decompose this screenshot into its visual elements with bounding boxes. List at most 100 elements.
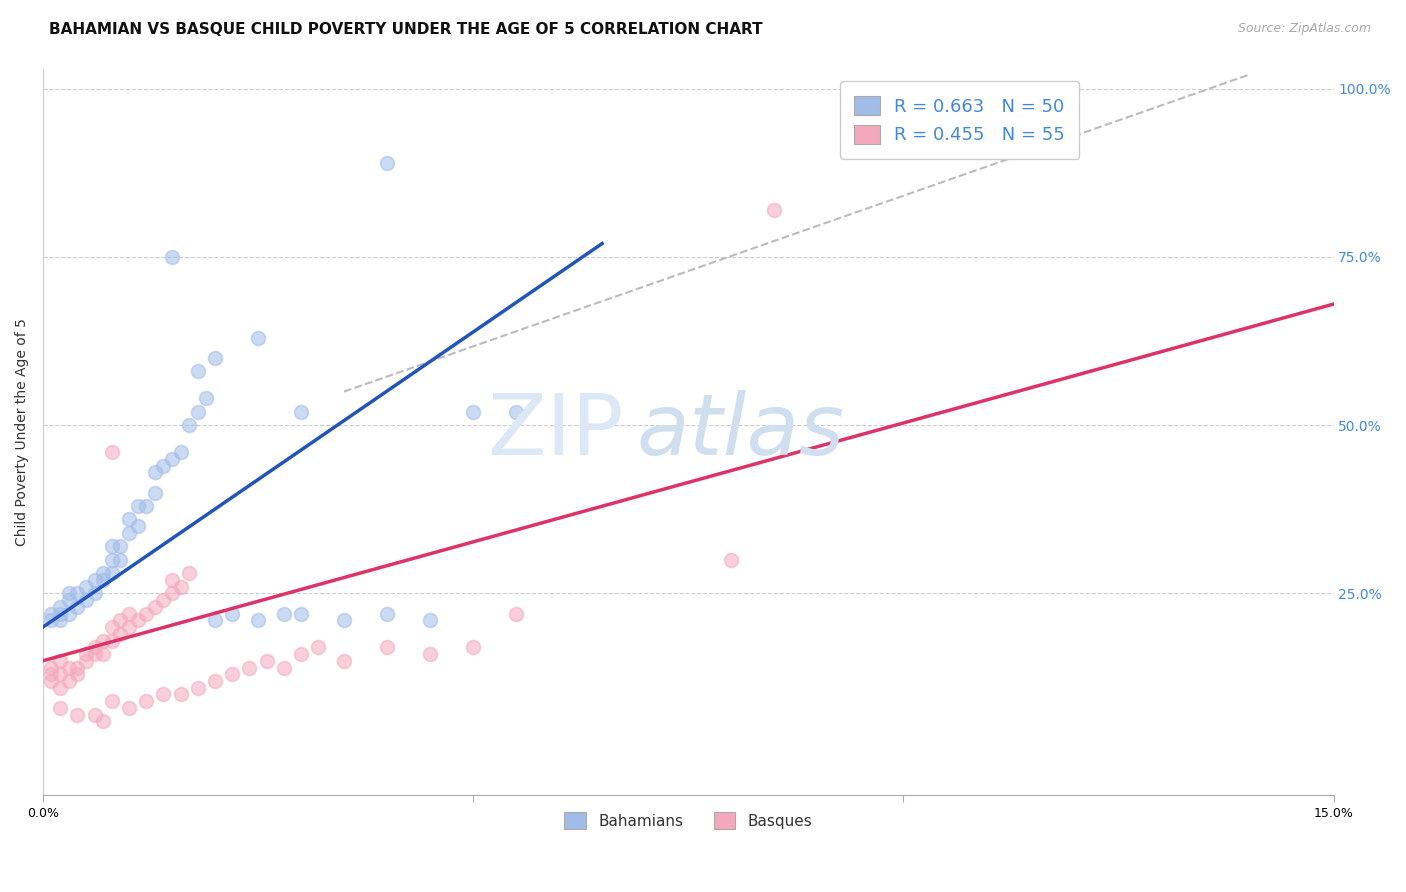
Point [91,714,114,729]
Point [419,614,441,628]
Point [273,607,295,621]
Point [127,614,149,628]
Point [135,607,157,621]
Point [49,681,72,695]
Point [375,640,398,655]
Point [195,392,218,406]
Point [461,405,484,419]
Point [100,633,122,648]
Point [58,607,80,621]
Point [41,673,63,688]
Point [307,640,329,655]
Point [41,607,63,621]
Point [375,607,398,621]
Legend: Bahamians, Basques: Bahamians, Basques [558,806,818,835]
Point [66,667,89,681]
Point [41,614,63,628]
Point [127,519,149,533]
Point [135,499,157,513]
Point [91,647,114,661]
Point [143,466,166,480]
Point [110,553,132,567]
Point [143,599,166,614]
Point [110,627,132,641]
Point [160,586,183,600]
Point [152,688,174,702]
Point [118,620,141,634]
Point [204,673,226,688]
Point [66,707,89,722]
Point [187,364,209,378]
Point [290,607,312,621]
Point [75,654,97,668]
Point [505,405,527,419]
Point [290,647,312,661]
Point [91,633,114,648]
Point [83,707,105,722]
Point [720,553,742,567]
Point [152,593,174,607]
Point [187,681,209,695]
Point [91,573,114,587]
Point [83,640,105,655]
Point [110,614,132,628]
Point [118,512,141,526]
Point [49,701,72,715]
Point [49,654,72,668]
Point [58,660,80,674]
Text: atlas: atlas [637,391,845,474]
Point [246,331,269,345]
Point [66,586,89,600]
Point [49,667,72,681]
Point [246,614,269,628]
Point [100,620,122,634]
Point [169,688,191,702]
Point [763,202,786,217]
Point [49,599,72,614]
Point [179,418,201,433]
Point [58,586,80,600]
Text: ZIP: ZIP [486,391,624,474]
Point [143,485,166,500]
Point [118,607,141,621]
Point [160,451,183,466]
Point [75,580,97,594]
Point [49,614,72,628]
Point [100,694,122,708]
Point [66,599,89,614]
Point [273,660,295,674]
Point [160,573,183,587]
Point [100,553,122,567]
Point [83,586,105,600]
Point [100,566,122,581]
Point [505,607,527,621]
Point [461,640,484,655]
Point [41,667,63,681]
Point [160,250,183,264]
Point [419,647,441,661]
Point [83,573,105,587]
Point [41,660,63,674]
Point [221,667,243,681]
Text: BAHAMIAN VS BASQUE CHILD POVERTY UNDER THE AGE OF 5 CORRELATION CHART: BAHAMIAN VS BASQUE CHILD POVERTY UNDER T… [49,22,763,37]
Point [110,540,132,554]
Point [333,654,356,668]
Point [118,525,141,540]
Point [83,647,105,661]
Point [100,540,122,554]
Point [127,499,149,513]
Point [49,607,72,621]
Point [75,647,97,661]
Point [333,614,356,628]
Text: Source: ZipAtlas.com: Source: ZipAtlas.com [1237,22,1371,36]
Point [58,593,80,607]
Point [169,445,191,459]
Point [118,701,141,715]
Point [66,660,89,674]
Point [221,607,243,621]
Point [169,580,191,594]
Point [290,405,312,419]
Point [204,614,226,628]
Point [75,593,97,607]
Point [179,566,201,581]
